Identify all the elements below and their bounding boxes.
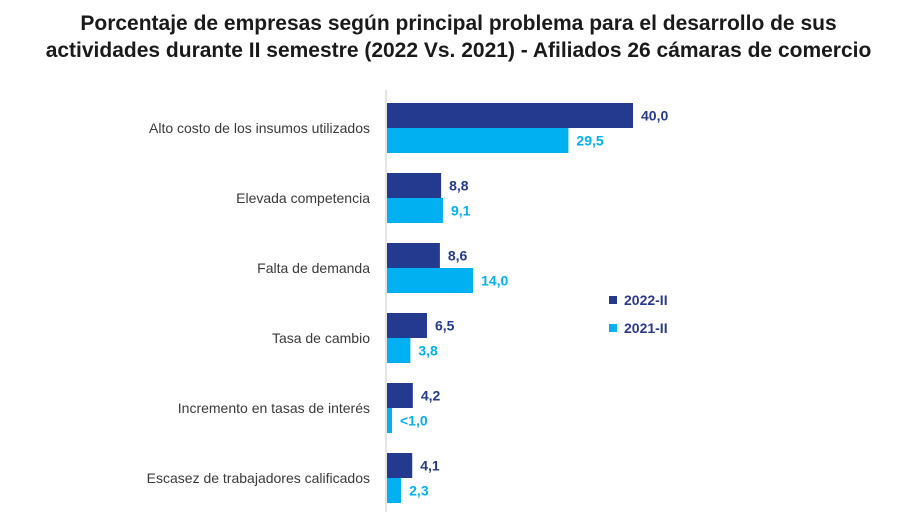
bar-2021-ii [387, 198, 443, 223]
category-label: Elevada competencia [236, 190, 370, 206]
bar-2021-ii [387, 338, 411, 363]
category-label: Tasa de cambio [272, 330, 370, 346]
bar-2022-ii [387, 453, 413, 478]
bar-2022-ii [387, 313, 427, 338]
data-label: 3,8 [418, 343, 438, 359]
data-label: 2,3 [409, 483, 429, 499]
category-label: Falta de demanda [257, 260, 370, 276]
data-label: <1,0 [400, 413, 428, 429]
bars-layer: Alto costo de los insumos utilizados 40,0… [147, 103, 668, 503]
data-label: 40,0 [641, 108, 668, 124]
chart-title-line-1: Porcentaje de empresas según principal p… [80, 12, 837, 35]
legend: 2022-II 2021-II [609, 292, 668, 336]
data-label: 14,0 [481, 273, 508, 289]
bar-2021-ii [387, 268, 474, 293]
legend-swatch [609, 324, 617, 332]
category-label: Incremento en tasas de interés [178, 400, 370, 416]
data-label: 9,1 [451, 203, 471, 219]
bar-2021-ii [387, 128, 569, 153]
bar-2022-ii [387, 383, 413, 408]
bar-2022-ii [387, 243, 440, 268]
bar-2022-ii [387, 173, 442, 198]
bar-2021-ii [387, 408, 392, 433]
data-label: 4,2 [421, 388, 441, 404]
data-label: 4,1 [420, 458, 440, 474]
category-label: Alto costo de los insumos utilizados [149, 120, 370, 136]
category-label: Escasez de trabajadores calificados [147, 470, 370, 486]
legend-label: 2021-II [624, 320, 668, 336]
legend-swatch [609, 296, 617, 304]
chart-title-line-2: actividades durante II semestre (2022 Vs… [45, 39, 872, 62]
chart-title: Porcentaje de empresas según principal p… [0, 10, 917, 64]
data-label: 8,8 [449, 178, 469, 194]
data-label: 29,5 [576, 133, 603, 149]
bar-2021-ii [387, 478, 402, 503]
bar-2022-ii [387, 103, 633, 128]
data-label: 6,5 [435, 318, 455, 334]
data-label: 8,6 [448, 248, 468, 264]
legend-label: 2022-II [624, 292, 668, 308]
